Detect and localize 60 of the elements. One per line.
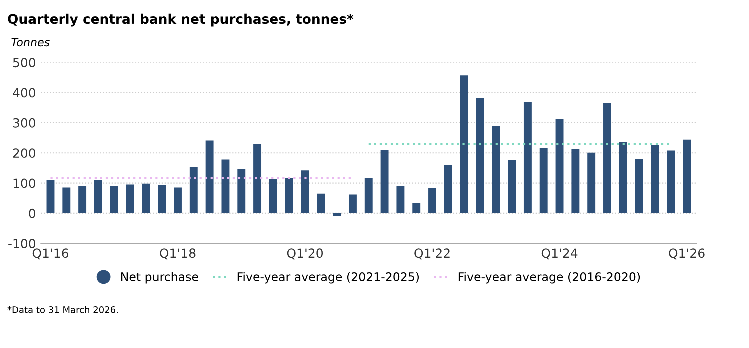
y-tick-label: 200 (13, 148, 36, 158)
bar (46, 180, 55, 214)
bar (635, 159, 644, 214)
bar (556, 119, 564, 214)
bar (651, 145, 660, 214)
bar (190, 167, 198, 214)
legend-label: Net purchase (121, 272, 198, 284)
bar (142, 184, 150, 214)
bar (604, 103, 612, 214)
bar (174, 188, 182, 214)
chart-title: Quarterly central bank net purchases, tonnes* (8, 14, 354, 27)
bar (206, 140, 214, 214)
bar (301, 170, 310, 214)
bar (588, 152, 596, 214)
bar (238, 169, 246, 214)
y-axis-title: Tonnes (12, 38, 50, 47)
bar (524, 102, 532, 214)
bar (667, 150, 676, 214)
y-tick-label: 100 (14, 178, 36, 188)
x-tick-label: Q1'24 (542, 248, 578, 260)
bar (333, 213, 342, 216)
bar (364, 178, 373, 214)
bar (619, 142, 628, 214)
bar (254, 144, 262, 214)
bar (460, 76, 468, 214)
y-tick-label: 500 (13, 58, 36, 68)
x-tick-label: Q1'26 (669, 248, 705, 260)
bar (94, 180, 102, 214)
bar (285, 178, 294, 214)
bar (126, 184, 134, 214)
y-tick-label: 400 (13, 88, 36, 98)
bar (396, 186, 405, 214)
bar (508, 160, 516, 214)
bar (349, 194, 357, 214)
bar (222, 160, 230, 214)
bar (492, 126, 500, 214)
bar (683, 140, 691, 214)
bar (62, 188, 71, 214)
x-tick-label: Q1'22 (414, 248, 450, 260)
text: *Data to 31 March 2026. (8, 306, 118, 314)
bar (476, 98, 484, 214)
bar (110, 186, 118, 214)
bar (317, 194, 326, 214)
bar (78, 186, 87, 214)
bar (269, 179, 278, 214)
y-tick-label: 0 (29, 208, 36, 218)
bar (158, 185, 166, 214)
legend-label: Five-year average (2021-2025) (238, 272, 419, 284)
x-tick-label: Q1'18 (160, 248, 196, 260)
x-tick-label: Q1'16 (32, 248, 69, 260)
bar (428, 188, 436, 214)
bar (444, 165, 452, 214)
bar (572, 149, 580, 214)
bar (380, 150, 389, 214)
y-tick-label: -100 (8, 239, 36, 249)
y-tick-label: 300 (13, 118, 36, 128)
bar (412, 203, 421, 214)
x-tick-label: Q1'20 (287, 248, 323, 260)
legend-label: Five-year average (2016-2020) (458, 272, 640, 284)
bar (540, 148, 548, 214)
